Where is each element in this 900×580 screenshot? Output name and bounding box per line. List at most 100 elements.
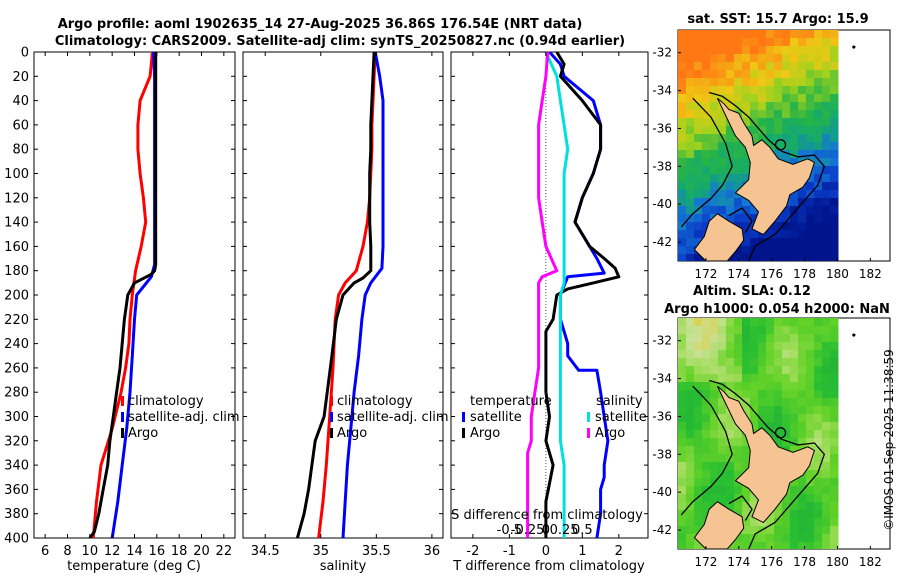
map-cell — [718, 206, 727, 215]
map-cell — [766, 62, 775, 71]
map-cell — [806, 382, 815, 391]
map-cell — [766, 374, 775, 383]
map-cell — [806, 510, 815, 519]
map-cell — [710, 446, 719, 455]
map-cell — [782, 358, 791, 367]
map-cell — [814, 334, 823, 343]
map-cell — [678, 46, 687, 55]
map-cell — [686, 158, 695, 167]
map-cell — [758, 46, 767, 55]
map-cell — [790, 78, 799, 87]
map-cell — [830, 190, 839, 199]
map-cell — [790, 430, 799, 439]
map-cell — [742, 502, 751, 511]
map-cell — [750, 382, 759, 391]
sst-map-field — [678, 30, 839, 261]
map-cell — [678, 462, 687, 471]
map-cell — [750, 318, 759, 327]
map-cell — [678, 446, 687, 455]
map-cell — [814, 526, 823, 535]
map-cell — [710, 438, 719, 447]
map-cell — [766, 102, 775, 111]
difference-legend: temperature satellite Argo salinity sate… — [462, 394, 647, 441]
map-ytick-label: -34 — [652, 372, 672, 386]
map-cell — [790, 406, 799, 415]
map-cell — [822, 390, 831, 399]
map-cell — [686, 518, 695, 527]
map-cell — [718, 382, 727, 391]
map-xtick-label: 176 — [760, 555, 783, 569]
map-cell — [694, 238, 703, 247]
map-cell — [806, 198, 815, 207]
map-cell — [750, 406, 759, 415]
map-cell — [798, 238, 807, 247]
map-cell — [814, 86, 823, 95]
map-cell — [814, 222, 823, 231]
map-cell — [694, 94, 703, 103]
map-cell — [822, 470, 831, 479]
map-cell — [766, 422, 775, 431]
map-cell — [822, 454, 831, 463]
map-cell — [742, 86, 751, 95]
map-cell — [742, 462, 751, 471]
map-cell — [694, 486, 703, 495]
map-cell — [798, 150, 807, 159]
map-cell — [782, 342, 791, 351]
map-cell — [694, 54, 703, 63]
map-cell — [782, 126, 791, 135]
map-cell — [702, 502, 711, 511]
figure-title-line1: Argo profile: aoml 1902635_14 27-Aug-202… — [58, 17, 583, 32]
map-cell — [686, 382, 695, 391]
map-cell — [814, 206, 823, 215]
ytick-label: 160 — [4, 240, 29, 255]
map-cell — [814, 478, 823, 487]
map-cell — [830, 222, 839, 231]
map-cell — [790, 94, 799, 103]
map-cell — [710, 110, 719, 119]
map-cell — [710, 38, 719, 47]
map-cell — [790, 150, 799, 159]
map-cell — [702, 182, 711, 191]
map-cell — [782, 30, 791, 39]
map-cell — [766, 110, 775, 119]
map-cell — [790, 534, 799, 543]
map-cell — [766, 238, 775, 247]
map-cell — [702, 422, 711, 431]
map-cell — [718, 70, 727, 79]
map-cell — [814, 326, 823, 335]
map-ytick-label: -38 — [652, 447, 672, 461]
map-cell — [686, 414, 695, 423]
map-cell — [734, 438, 743, 447]
map-cell — [702, 214, 711, 223]
legend-title-temperature: temperature — [470, 394, 552, 409]
map-cell — [830, 494, 839, 503]
bathy-contour — [709, 91, 826, 261]
map-cell — [822, 446, 831, 455]
map-cell — [782, 382, 791, 391]
map-cell — [766, 230, 775, 239]
map-cell — [806, 414, 815, 423]
map-cell — [814, 182, 823, 191]
map-cell — [710, 62, 719, 71]
map-cell — [814, 390, 823, 399]
sla-map-field — [678, 318, 839, 549]
map-cell — [726, 358, 735, 367]
map-cell — [734, 358, 743, 367]
legend-swatch-argo — [330, 428, 333, 438]
map-cell — [798, 366, 807, 375]
map-cell — [790, 206, 799, 215]
map-cell — [774, 70, 783, 79]
map-cell — [726, 198, 735, 207]
map-cell — [758, 254, 767, 261]
map-cell — [726, 78, 735, 87]
map-cell — [678, 238, 687, 247]
map-cell — [766, 406, 775, 415]
map-cell — [782, 70, 791, 79]
map-cell — [822, 486, 831, 495]
map-cell — [702, 430, 711, 439]
map-cell — [822, 374, 831, 383]
map-cell — [790, 382, 799, 391]
map-cell — [782, 390, 791, 399]
map-cell — [750, 502, 759, 511]
